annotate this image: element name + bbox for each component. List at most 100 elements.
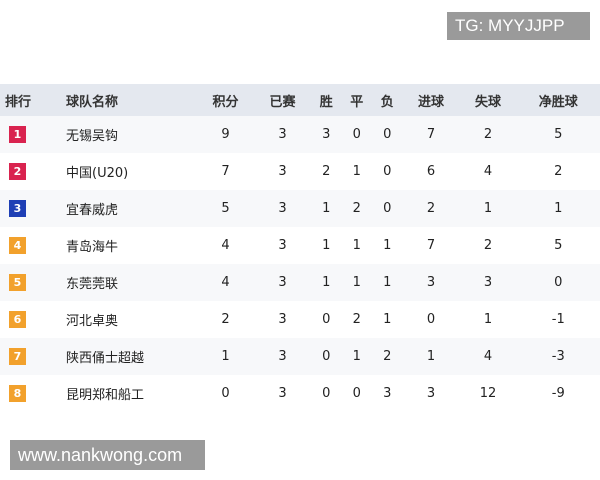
team-row: 4 青岛海牛 4 3 1 1 1 7 2 5 (0, 227, 600, 264)
column-header: 进球 (402, 84, 460, 116)
column-header: 失球 (459, 84, 517, 116)
team-row: 3 宜春威虎 5 3 1 2 0 2 1 1 (0, 190, 600, 227)
stat-cell: 0 (352, 386, 361, 401)
rank-badge: 5 (9, 274, 26, 291)
stat-cell: -3 (516, 338, 600, 375)
stat-cell: 5 (197, 190, 254, 227)
team-row: 1 无锡吴钩 9 3 3 0 0 7 2 5 (0, 116, 600, 153)
stat-cell: 1 (310, 190, 342, 227)
stat-cell: 4 (483, 164, 493, 179)
stat-cell: 4 (221, 238, 230, 253)
stat-cell: 0 (322, 386, 331, 401)
stat-cell: 9 (197, 116, 254, 153)
column-header: 球队名称 (58, 84, 197, 116)
rank-badge: 4 (9, 237, 26, 254)
team-name: 昆明郑和船工 (66, 388, 145, 403)
stat-cell: 0 (221, 386, 230, 401)
stat-cell: 1 (310, 264, 342, 301)
stat-cell: 6 (426, 164, 436, 179)
team-name: 东莞莞联 (58, 264, 197, 301)
stat-cell: 0 (516, 264, 600, 301)
team-row: 7 陕西俑士超越 1 3 0 1 2 1 4 -3 (0, 338, 600, 375)
column-header: 排行 (0, 84, 58, 116)
stat-cell: 3 (278, 386, 287, 401)
stat-cell: 2 (372, 338, 403, 375)
stat-cell: 4 (459, 338, 517, 375)
stat-cell: 2 (459, 116, 517, 153)
stat-cell: 1 (352, 238, 361, 253)
team-name: 无锡吴钩 (58, 116, 197, 153)
rank-badge: 6 (9, 311, 26, 328)
stat-cell: 0 (310, 338, 342, 375)
stat-cell: 5 (516, 116, 600, 153)
rank-badge: 1 (9, 126, 26, 143)
team-row: 8 昆明郑和船工 0 3 0 0 3 3 12 -9 (0, 375, 600, 412)
stat-cell: 7 (221, 164, 230, 179)
stat-cell: 0 (322, 312, 331, 327)
rank-cell: 4 (0, 227, 58, 264)
stat-cell: 1 (383, 238, 392, 253)
stat-cell: 2 (322, 164, 331, 179)
team-row: 6 河北卓奥 2 3 0 2 1 0 1 -1 (0, 301, 600, 338)
rank-cell: 3 (0, 190, 58, 227)
stat-cell: 1 (352, 164, 361, 179)
stat-cell: 2 (402, 190, 460, 227)
stat-cell: 2 (554, 164, 563, 179)
watermark: www.nankwong.com (10, 440, 205, 470)
rank-cell: 2 (0, 153, 58, 190)
stat-cell: 7 (426, 238, 436, 253)
stat-cell: 1 (197, 338, 254, 375)
watermark: TG: MYYJJPP (447, 12, 590, 40)
stat-cell: 1 (483, 312, 493, 327)
stat-cell: 0 (383, 164, 392, 179)
stat-cell: 1 (516, 190, 600, 227)
stat-cell: 0 (372, 190, 403, 227)
column-header: 积分 (197, 84, 254, 116)
stat-cell: 2 (341, 190, 373, 227)
stat-cell: 3 (278, 312, 287, 327)
column-header: 胜 (310, 84, 342, 116)
stat-cell: 3 (383, 386, 392, 401)
rank-badge: 3 (9, 200, 26, 217)
team-row: 2 中国(U20) 7 3 2 1 0 6 4 2 (0, 153, 600, 190)
stat-cell: 3 (253, 338, 311, 375)
column-header: 负 (372, 84, 403, 116)
stat-cell: 1 (459, 190, 517, 227)
stat-cell: 3 (253, 116, 311, 153)
header-row: 排行 球队名称 积分 已赛胜平负进球 失球 净胜球 (0, 84, 600, 116)
stat-cell: 4 (197, 264, 254, 301)
rank-badge: 7 (9, 348, 26, 365)
standings-table: 排行 球队名称 积分 已赛胜平负进球 失球 净胜球 1 无锡吴钩 9 3 3 0 0 7 2 5 2 中国(U2… (0, 84, 600, 412)
stat-cell: 3 (310, 116, 342, 153)
column-header: 净胜球 (516, 84, 600, 116)
team-name: 中国(U20) (66, 166, 129, 181)
rank-cell: 6 (0, 301, 58, 338)
stat-cell: 2 (221, 312, 230, 327)
team-name: 宜春威虎 (58, 190, 197, 227)
team-name: 青岛海牛 (66, 240, 119, 255)
stat-cell: 3 (278, 164, 287, 179)
team-name: 陕西俑士超越 (58, 338, 197, 375)
stat-cell: -9 (551, 386, 565, 401)
team-row: 5 东莞莞联 4 3 1 1 1 3 3 0 (0, 264, 600, 301)
stat-cell: 2 (483, 238, 493, 253)
stat-cell: 0 (341, 116, 373, 153)
stat-cell: 1 (383, 312, 392, 327)
stat-cell: 3 (459, 264, 517, 301)
stat-cell: 3 (426, 386, 436, 401)
stat-cell: 1 (341, 338, 373, 375)
stat-cell: 3 (253, 190, 311, 227)
stat-cell: 3 (253, 264, 311, 301)
stat-cell: 7 (402, 116, 460, 153)
stat-cell: 1 (402, 338, 460, 375)
rank-cell: 1 (0, 116, 58, 153)
stat-cell: 5 (554, 238, 563, 253)
team-name: 河北卓奥 (66, 314, 119, 329)
stat-cell: -1 (551, 312, 565, 327)
column-header: 已赛 (253, 84, 311, 116)
stat-cell: 12 (479, 386, 497, 401)
stat-cell: 3 (278, 238, 287, 253)
rank-badge: 8 (9, 385, 26, 402)
stat-cell: 3 (402, 264, 460, 301)
